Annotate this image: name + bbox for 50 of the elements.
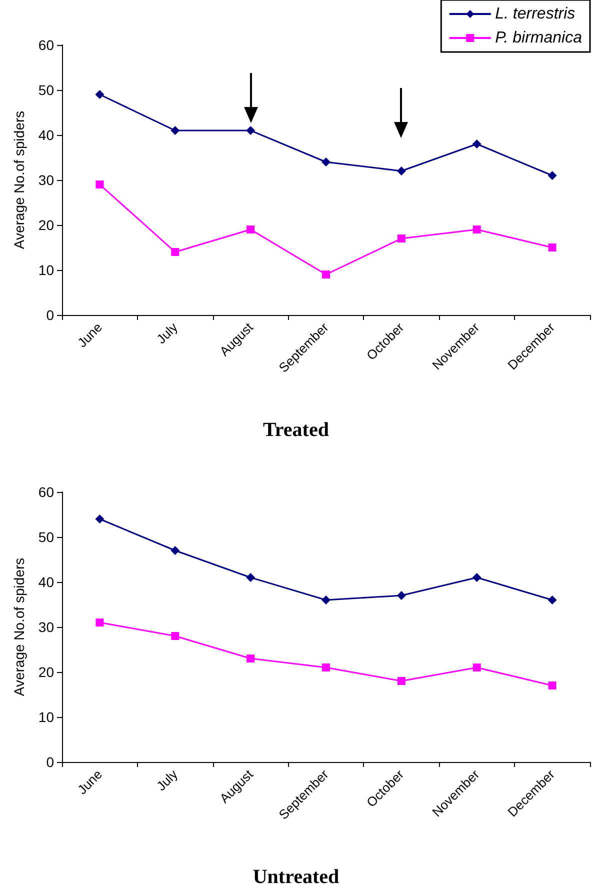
- point: [171, 632, 180, 640]
- point: [170, 126, 180, 135]
- point: [548, 596, 557, 604]
- y-tick-label: 0: [46, 754, 54, 770]
- point: [246, 126, 256, 135]
- y-tick-label: 60: [38, 484, 54, 500]
- y-axis-title: Average No.of spiders: [11, 558, 27, 696]
- point: [246, 654, 255, 662]
- y-tick-label: 40: [38, 127, 54, 143]
- point: [96, 618, 104, 626]
- y-tick-label: 30: [38, 619, 54, 635]
- y-tick-label: 60: [38, 37, 54, 53]
- x-tick-label: July: [154, 319, 181, 347]
- point: [171, 248, 180, 256]
- point: [322, 270, 330, 278]
- point: [396, 591, 406, 600]
- y-tick-label: 50: [38, 82, 54, 98]
- point: [170, 546, 180, 555]
- point: [472, 664, 481, 672]
- legend-label: L. terrestris: [495, 6, 576, 22]
- point: [472, 226, 481, 234]
- y-tick-label: 40: [38, 574, 54, 590]
- y-axis-title: Average No.of spiders: [11, 110, 27, 250]
- point: [322, 664, 330, 672]
- y-tick-label: 30: [38, 172, 54, 188]
- text: Treated: [263, 419, 329, 441]
- y-tick-label: 50: [38, 529, 54, 545]
- text: Untreated: [252, 866, 340, 888]
- point: [397, 677, 406, 685]
- point: [322, 596, 330, 604]
- point: [548, 244, 556, 252]
- point: [246, 226, 255, 234]
- point: [96, 180, 104, 188]
- y-tick-label: 10: [38, 262, 54, 278]
- y-tick-label: 10: [38, 709, 54, 725]
- point: [95, 90, 104, 99]
- x-tick-label: July: [154, 766, 181, 794]
- point: [472, 573, 482, 582]
- y-tick-label: 0: [46, 307, 54, 323]
- point: [396, 166, 406, 176]
- point: [397, 234, 406, 242]
- point: [548, 682, 556, 690]
- point: [472, 140, 482, 148]
- point: [246, 573, 256, 582]
- y-tick-label: 20: [38, 217, 54, 233]
- point: [95, 514, 104, 524]
- point: [548, 171, 557, 180]
- legend-label: P. birmanica: [495, 30, 582, 46]
- point: [322, 158, 330, 166]
- y-tick-label: 20: [38, 664, 54, 680]
